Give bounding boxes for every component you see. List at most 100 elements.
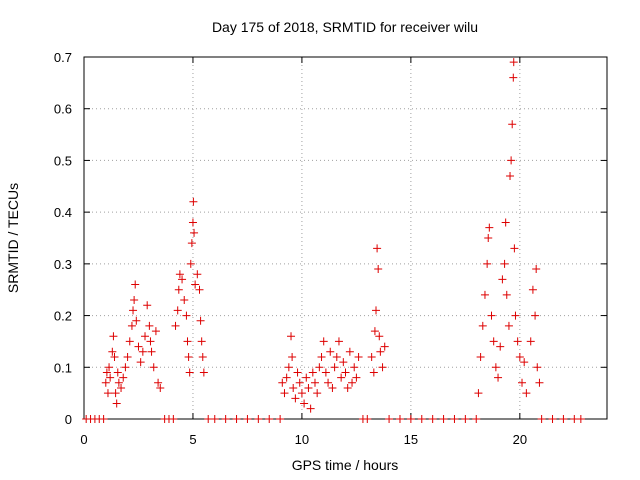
data-point [288,352,297,361]
data-point [528,285,537,294]
y-tick-label: 0.6 [54,102,72,117]
data-point [520,358,529,367]
data-point [193,270,202,279]
data-point [502,290,511,299]
data-points [82,58,585,423]
data-point [378,363,387,372]
data-point [197,337,206,346]
y-tick-label: 0.4 [54,205,72,220]
data-point [428,415,437,423]
data-point [494,373,503,382]
data-point [278,378,287,387]
data-point [328,383,337,392]
data-point [130,296,139,305]
data-point [385,415,394,423]
data-point [190,228,199,237]
data-point [109,332,118,341]
data-point [265,415,274,423]
data-point [373,244,382,253]
data-point [173,306,182,315]
data-point [300,399,309,408]
data-point [195,285,204,294]
data-point [310,378,319,387]
data-point [334,337,343,346]
data-point [515,352,524,361]
data-point [380,342,389,351]
data-point [254,415,263,423]
data-point [576,415,585,423]
data-point [175,270,184,279]
data-point [417,415,426,423]
data-point [114,378,123,387]
data-point [522,389,531,398]
data-point [295,378,304,387]
data-point [337,373,346,382]
axis-ticks: 0 0.1 0.2 0.3 0.4 0.5 0.6 0.7 0 5 10 15 20 [54,50,607,447]
data-point [102,368,111,377]
data-point [559,415,568,423]
data-point [308,368,317,377]
data-point [154,378,163,387]
data-point [474,389,483,398]
data-point [293,368,302,377]
x-tick-label: 10 [295,432,309,447]
data-point [125,337,134,346]
data-point [501,218,510,227]
data-point [221,415,230,423]
data-point [198,352,207,361]
data-point [509,73,518,82]
data-point [117,383,126,392]
data-point [483,259,492,268]
data-point [531,311,540,320]
data-point [105,363,114,372]
data-point [306,404,315,413]
data-point [518,378,527,387]
data-point [284,363,293,372]
data-point [476,352,485,361]
data-point [535,378,544,387]
data-point [513,337,522,346]
data-point [532,265,541,274]
data-point [370,327,379,336]
data-point [509,58,518,67]
data-point [332,352,341,361]
data-point [500,259,509,268]
data-point [487,311,496,320]
data-point [478,321,487,330]
data-point [110,352,119,361]
data-point [297,389,306,398]
data-point [472,415,481,423]
data-point [243,415,252,423]
data-point [369,368,378,377]
data-point [185,368,194,377]
data-point [101,378,110,387]
data-point [485,223,494,232]
data-point [282,373,291,382]
data-point [496,342,505,351]
x-axis-label: GPS time / hours [292,457,399,473]
data-point [151,327,160,336]
data-point [276,415,285,423]
data-point [127,321,136,330]
data-point [180,296,189,305]
data-point [146,337,155,346]
data-point [372,306,381,315]
data-point [106,373,115,382]
data-point [345,347,354,356]
data-point [319,337,328,346]
data-point [169,415,178,423]
data-point [138,347,147,356]
y-tick-label: 0.1 [54,360,72,375]
y-tick-label: 0.7 [54,50,72,65]
x-tick-label: 5 [189,432,196,447]
y-axis-label: SRMTID / TECUs [5,183,21,293]
data-point [507,156,516,165]
data-point [191,280,200,289]
data-point [141,332,150,341]
data-point [123,352,132,361]
data-point [504,321,513,330]
data-point [375,332,384,341]
grid-lines [84,57,607,419]
x-tick-label: 20 [513,432,527,447]
data-point [187,239,196,248]
